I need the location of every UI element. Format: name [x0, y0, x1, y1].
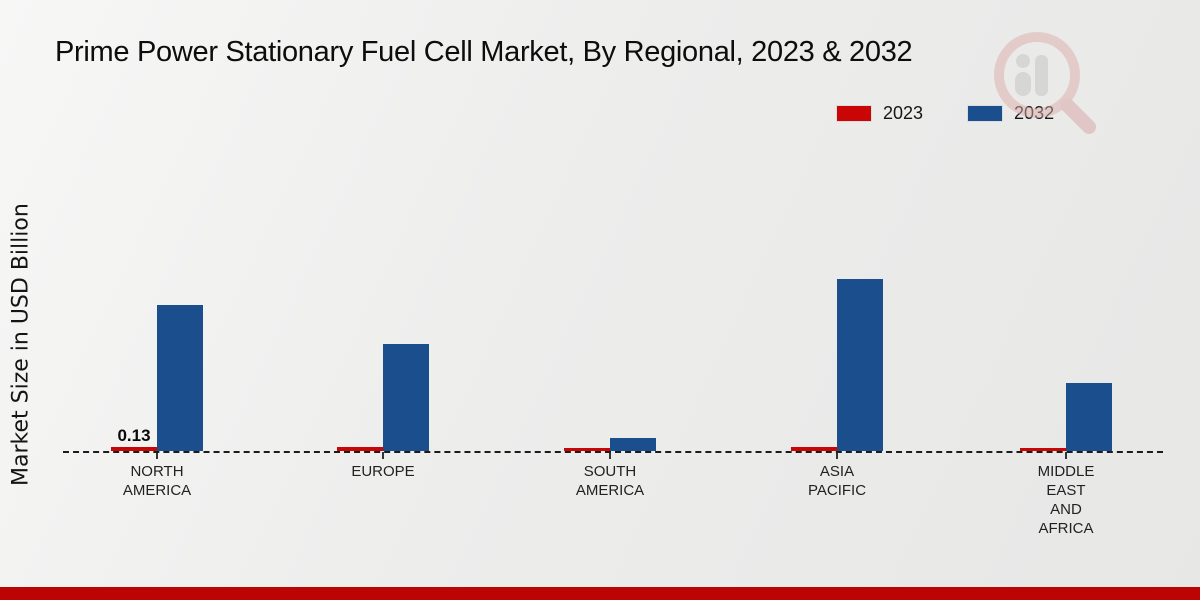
bar-2032-north-america: [157, 305, 203, 451]
x-tick-europe: [382, 452, 384, 459]
bar-2023-middle-east-and-africa: [1020, 448, 1066, 451]
category-label-asia-pacific: ASIA PACIFIC: [807, 463, 867, 499]
category-label-north-america: NORTH AMERICA: [122, 463, 192, 499]
chart-title: Prime Power Stationary Fuel Cell Market,…: [55, 36, 913, 68]
bar-2032-middle-east-and-africa: [1066, 383, 1112, 451]
category-label-middle-east-and-africa: MIDDLE EAST AND AFRICA: [1037, 463, 1095, 537]
category-label-europe: EUROPE: [351, 463, 415, 480]
bar-2032-asia-pacific: [837, 279, 883, 451]
magnifier-watermark-icon: [994, 32, 1096, 134]
x-tick-south-america: [609, 452, 611, 459]
x-tick-north-america: [156, 452, 158, 459]
x-tick-asia-pacific: [836, 452, 838, 459]
legend-item-2023: 2023: [836, 103, 923, 124]
bar-2023-asia-pacific: [791, 447, 837, 451]
legend-swatch-2032: [967, 105, 1004, 122]
bar-2023-south-america: [564, 448, 610, 451]
bar-2023-europe: [337, 447, 383, 451]
category-label-south-america: SOUTH AMERICA: [575, 463, 645, 499]
bar-2032-south-america: [610, 438, 656, 451]
legend-label: 2023: [883, 103, 924, 123]
x-tick-middle-east-and-africa: [1065, 452, 1067, 459]
zero-baseline: [63, 451, 1163, 453]
bar-2023-north-america: [111, 447, 157, 451]
value-label-2023-north-america: 0.13: [117, 426, 151, 445]
bar-2032-europe: [383, 344, 429, 451]
legend-swatch-2023: [836, 105, 872, 122]
footer-strip: [0, 587, 1200, 600]
